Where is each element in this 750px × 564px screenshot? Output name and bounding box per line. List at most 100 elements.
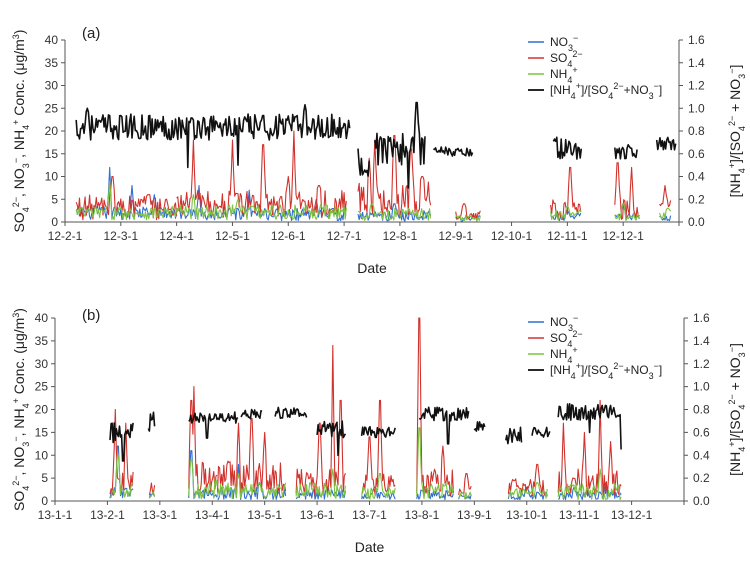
series-line-nh4 [75, 180, 178, 221]
legend-label-no3: NO3− [550, 33, 578, 53]
x-tick-label: 13-7-1 [352, 508, 387, 522]
right-tick-label: 0.4 [688, 170, 705, 184]
x-tick-label: 13-12-1 [611, 508, 653, 522]
left-tick-label: 10 [45, 170, 59, 184]
right-tick-label: 0.0 [688, 215, 705, 229]
x-tick-label: 13-11-1 [559, 508, 600, 522]
series-line-ratio [274, 406, 308, 420]
series-line-nh4 [614, 203, 640, 221]
right-tick-label: 1.6 [688, 33, 705, 47]
right-tick-label: 0.2 [688, 192, 705, 206]
x-tick-label: 12-6-1 [271, 229, 306, 243]
x-tick-label: 12-12-1 [602, 229, 644, 243]
right-axis-title: [NH4+]/[SO42− + NO3−] [727, 65, 747, 198]
x-tick-label: 12-10-1 [491, 229, 533, 243]
left-tick-label: 25 [35, 380, 49, 394]
series-line-ratio [614, 144, 638, 160]
series-line-so4 [357, 135, 432, 218]
series-line-ratio [557, 402, 622, 450]
panel-label: (a) [82, 25, 100, 42]
series-line-ratio [147, 411, 156, 432]
x-tick-label: 13-6-1 [300, 508, 335, 522]
right-tick-label: 1.4 [688, 56, 705, 70]
series-line-nh4 [658, 207, 672, 220]
series-line-so4 [507, 463, 548, 497]
x-tick-label: 12-8-1 [383, 229, 418, 243]
legend: NO3−SO42−NH4+[NH4+]/[SO42−+NO3−] [528, 313, 662, 381]
x-tick-label: 13-1-1 [38, 508, 73, 522]
x-tick-label: 13-5-1 [247, 508, 282, 522]
series-line-ratio [418, 406, 470, 445]
x-tick-label: 12-7-1 [327, 229, 362, 243]
left-tick-label: 30 [35, 357, 49, 371]
right-tick-label: 0.6 [688, 147, 705, 161]
left-tick-label: 20 [45, 124, 59, 138]
x-tick-label: 12-4-1 [159, 229, 194, 243]
series-line-so4 [216, 418, 287, 496]
left-tick-label: 5 [41, 471, 48, 485]
series-line-so4 [458, 473, 472, 496]
series-line-ratio [655, 136, 677, 151]
series-line-so4 [557, 399, 622, 497]
right-tick-label: 0.2 [693, 471, 710, 485]
left-tick-label: 15 [45, 147, 59, 161]
series-ratio [109, 402, 622, 462]
series-line-nh4 [550, 205, 582, 221]
x-tick-label: 12-11-1 [547, 229, 588, 243]
left-tick-label: 30 [45, 79, 59, 93]
x-tick-label: 12-9-1 [438, 229, 473, 243]
series-line-so4 [550, 166, 582, 220]
series-ratio [75, 101, 677, 189]
left-tick-label: 15 [35, 425, 49, 439]
left-tick-label: 35 [45, 56, 59, 70]
panel-label: (b) [82, 307, 100, 324]
left-tick-label: 10 [35, 448, 49, 462]
right-tick-label: 1.6 [693, 311, 710, 325]
legend-label-so4: SO42− [550, 329, 583, 349]
left-tick-label: 40 [45, 33, 59, 47]
series-line-so4 [148, 482, 156, 496]
series-nh4 [109, 427, 622, 501]
x-tick-label: 13-2-1 [90, 508, 125, 522]
series-line-ratio [109, 422, 134, 462]
legend-label-no3: NO3− [550, 313, 578, 333]
left-tick-label: 5 [51, 192, 58, 206]
series-line-so4 [614, 162, 640, 220]
right-tick-label: 0.4 [693, 448, 710, 462]
series-line-ratio [432, 146, 474, 157]
right-tick-label: 0.8 [688, 124, 705, 138]
series-line-ratio [374, 101, 426, 189]
chart-panel-a: 0 5 10 15 20 25 30 35 40 0.0 0.2 0.4 0.6 0.8 1.0 1.2 1.4… [11, 25, 747, 276]
x-tick-label: 13-8-1 [405, 508, 440, 522]
right-tick-label: 0.8 [693, 403, 710, 417]
series-line-nh4 [149, 491, 156, 499]
series-line-no3 [361, 486, 396, 500]
series-line-so4 [361, 399, 396, 497]
x-tick-label: 12-5-1 [215, 229, 250, 243]
left-tick-label: 20 [35, 403, 49, 417]
legend: NO3−SO42−NH4+[NH4+]/[SO42−+NO3−] [528, 33, 662, 101]
x-axis-title: Date [355, 539, 385, 555]
series-line-ratio [188, 411, 239, 439]
x-tick-label: 12-3-1 [103, 229, 138, 243]
x-tick-label: 12-2-1 [48, 229, 83, 243]
series-line-nh4 [361, 473, 396, 500]
series-line-nh4 [295, 468, 346, 499]
left-axis-title: SO42−, NO3−, NH4+ Conc. (μg/m3) [11, 30, 31, 233]
right-tick-label: 1.0 [688, 101, 705, 115]
left-tick-label: 40 [35, 311, 49, 325]
left-tick-label: 35 [35, 334, 49, 348]
series-line-no3 [507, 486, 548, 501]
right-tick-label: 1.4 [693, 334, 710, 348]
legend-label-so4: SO42− [550, 49, 583, 69]
series-line-ratio [316, 420, 347, 457]
series-line-nh4 [357, 203, 432, 221]
series-line-nh4 [416, 427, 454, 500]
x-tick-label: 13-3-1 [142, 508, 177, 522]
series-line-ratio [531, 426, 551, 438]
x-tick-label: 13-4-1 [195, 508, 230, 522]
series-line-so4 [416, 317, 454, 497]
left-tick-label: 0 [41, 494, 48, 508]
series-line-nh4 [176, 194, 347, 221]
